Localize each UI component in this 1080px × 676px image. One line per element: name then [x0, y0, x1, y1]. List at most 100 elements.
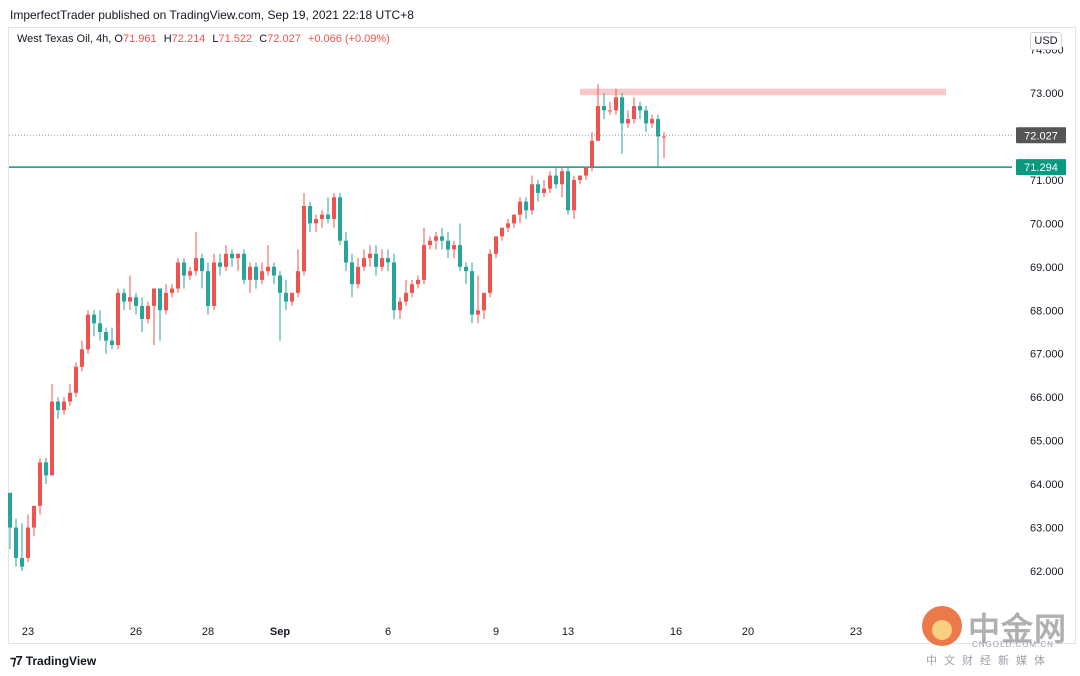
candle-body: [80, 349, 84, 367]
candle-body: [26, 527, 30, 558]
candle-body: [476, 310, 480, 315]
candle-body: [386, 258, 390, 263]
x-tick-label: Sep: [270, 626, 290, 638]
y-tick-label: 62.000: [1030, 566, 1064, 578]
candle-body: [404, 292, 408, 302]
candle-body: [452, 245, 456, 250]
watermark-domain: CNGOLD.COM.CN: [972, 640, 1054, 649]
candle-body: [308, 205, 312, 224]
candle-body: [290, 292, 294, 302]
candle-body: [44, 462, 48, 476]
candle-body: [620, 97, 624, 124]
candle-body: [398, 301, 402, 311]
candle-body: [50, 401, 54, 476]
candle-body: [542, 188, 546, 193]
candle-body: [614, 97, 618, 111]
x-tick-label: 13: [562, 626, 574, 638]
candle-body: [326, 214, 330, 220]
currency-button[interactable]: USD: [1030, 32, 1062, 50]
candle-body: [218, 262, 222, 267]
watermark: 中金网 CNGOLD.COM.CN 中文财经新媒体: [922, 602, 1076, 670]
candle-body: [92, 314, 96, 324]
x-tick-label: 28: [202, 626, 214, 638]
candle-body: [98, 323, 102, 332]
candle-body: [584, 166, 588, 176]
x-tick-label: 26: [130, 626, 142, 638]
candle-body: [32, 505, 36, 528]
symbol-label: West Texas Oil, 4h,: [17, 33, 112, 45]
open-label: O: [114, 33, 123, 45]
candle-body: [20, 557, 24, 567]
candle-body: [302, 205, 306, 272]
candle-body: [122, 292, 126, 302]
candle-body: [146, 305, 150, 319]
candle-body: [440, 236, 444, 241]
x-tick-label: 9: [493, 626, 499, 638]
candle-body: [524, 201, 528, 211]
watermark-name: 中金网: [968, 610, 1068, 648]
candle-body: [344, 240, 348, 263]
candle-body: [296, 271, 300, 293]
candle-body: [278, 275, 282, 293]
candle-body: [56, 401, 60, 411]
candle-body: [254, 266, 258, 280]
candle-body: [416, 279, 420, 285]
candle-body: [494, 236, 498, 254]
candle-body: [560, 171, 564, 185]
close-value: 72.027: [267, 33, 301, 45]
high-value: 72.214: [171, 33, 206, 45]
candle-body: [332, 197, 336, 220]
candle-body: [260, 271, 264, 280]
candle-body: [626, 119, 630, 124]
candle-body: [182, 262, 186, 276]
candle-body: [188, 271, 192, 276]
candle-body: [578, 175, 582, 180]
candle-body: [224, 253, 228, 267]
candle-body: [38, 462, 42, 506]
low-value: 71.522: [218, 33, 253, 45]
candle-body: [458, 245, 462, 267]
support-price-tag: 71.294: [1024, 162, 1058, 174]
low-label: L: [212, 33, 219, 45]
y-tick-label: 68.000: [1030, 305, 1064, 317]
tradingview-brand[interactable]: ⁊7 TradingView: [10, 653, 96, 669]
candle-body: [272, 266, 276, 276]
y-tick-label: 70.000: [1030, 218, 1064, 230]
candle-body: [632, 106, 636, 120]
candle-body: [410, 284, 414, 293]
candle-body: [212, 262, 216, 306]
candle-body: [158, 288, 162, 311]
candle-body: [140, 305, 144, 319]
change-value: +0.066 (+0.09%): [307, 33, 390, 45]
candle-body: [236, 253, 240, 259]
candle-body: [470, 271, 474, 315]
candle-body: [608, 110, 612, 112]
candle-body: [566, 171, 570, 211]
y-tick-label: 66.000: [1030, 392, 1064, 404]
support-price-tag-bg: [1016, 159, 1066, 176]
x-tick-label: 16: [670, 626, 682, 638]
candle-body: [506, 223, 510, 228]
candle-body: [596, 106, 600, 141]
last-price-tag: 72.027: [1024, 130, 1058, 142]
tradingview-logo-icon: ⁊7: [10, 653, 23, 668]
y-tick-label: 73.000: [1030, 88, 1064, 100]
candle-body: [446, 240, 450, 250]
brand-label: TradingView: [25, 654, 97, 668]
candle-body: [368, 253, 372, 259]
candle-body: [194, 258, 198, 272]
candle-body: [656, 119, 660, 137]
candle-body: [650, 119, 654, 124]
candle-body: [572, 179, 576, 211]
candle-body: [638, 106, 642, 111]
candle-body: [74, 366, 78, 393]
candle-body: [530, 184, 534, 211]
candle-body: [104, 332, 108, 341]
candle-body: [518, 201, 522, 215]
candle-body: [434, 236, 438, 241]
candle-body: [134, 297, 138, 306]
x-tick-label: 23: [22, 626, 34, 638]
high-label: H: [163, 33, 172, 45]
candle-body: [338, 197, 342, 241]
